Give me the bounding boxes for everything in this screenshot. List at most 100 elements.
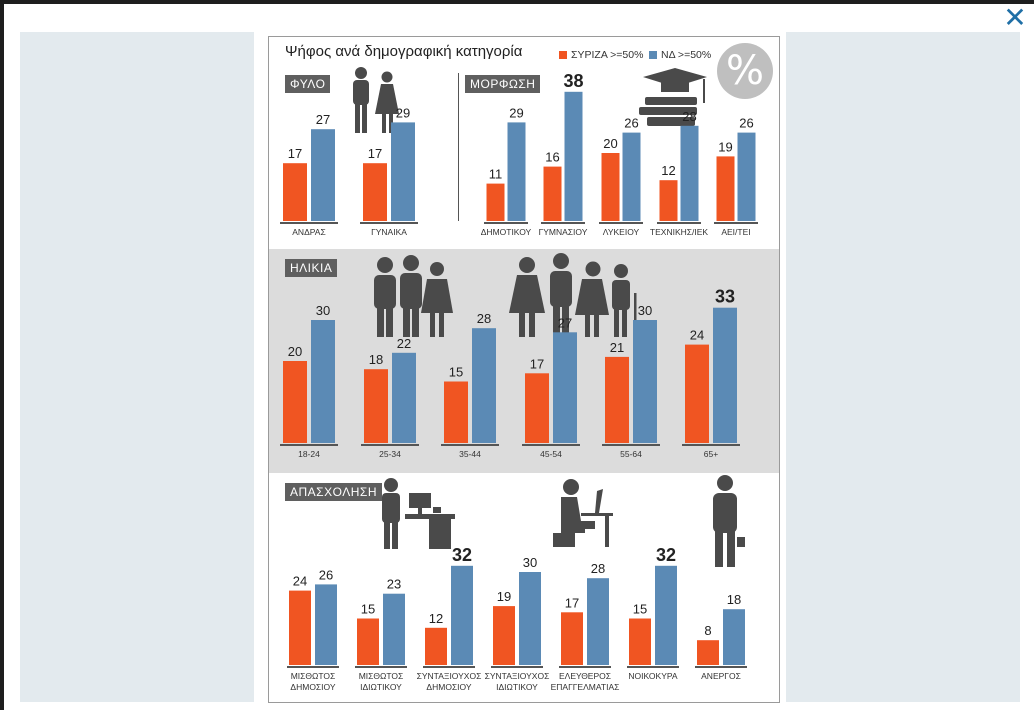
data-label-employment-1-nd: 23 bbox=[387, 577, 401, 592]
bar-age-0-syriza bbox=[283, 361, 307, 443]
bar-age-5-nd bbox=[713, 307, 737, 443]
data-label-age-3-nd: 27 bbox=[558, 315, 572, 330]
bar-education-0-syriza bbox=[486, 183, 505, 221]
legend-swatch-nd bbox=[649, 51, 657, 59]
legend-item-nd: ΝΔ >=50% bbox=[649, 49, 711, 61]
bar-employment-3-syriza bbox=[493, 606, 515, 665]
category-label-education-4: ΑΕΙ/ΤΕΙ bbox=[721, 227, 750, 237]
bar-gender-0-syriza bbox=[283, 163, 307, 221]
category-label-age-5: 65+ bbox=[704, 449, 718, 459]
data-label-education-2-nd: 26 bbox=[624, 116, 638, 131]
category-label-employment-3-line1: ΙΔΙΩΤΙΚΟΥ bbox=[496, 682, 538, 692]
bar-employment-3-nd bbox=[519, 572, 541, 665]
legend-label-nd: ΝΔ >=50% bbox=[661, 49, 712, 61]
bar-age-5-syriza bbox=[685, 344, 709, 443]
legend-item-syriza: ΣΥΡΙΖΑ >=50% bbox=[559, 49, 643, 61]
data-label-education-3-nd: 28 bbox=[682, 109, 696, 124]
data-label-age-2-nd: 28 bbox=[477, 311, 491, 326]
baseline-education-4 bbox=[714, 222, 758, 224]
bars-layer: 17 27 ΑΝΔΡΑΣ 17 29 ΓΥΝΑΙΚΑ 11 29 ΔΗΜΟΤΙΚΟΥ 16 38 ΓΥ… bbox=[280, 71, 758, 692]
baseline-employment-2 bbox=[423, 666, 475, 668]
infographic: Ψήφος ανά δημογραφική κατηγορία ΣΥΡΙΖΑ >… bbox=[268, 36, 780, 703]
bar-employment-4-nd bbox=[587, 578, 609, 665]
bar-education-2-syriza bbox=[601, 153, 620, 221]
bar-employment-1-syriza bbox=[357, 618, 379, 665]
lightbox-side-panel-right bbox=[786, 32, 1020, 702]
category-label-employment-6: ΑΝΕΡΓΟΣ bbox=[701, 671, 741, 681]
bar-gender-0-nd bbox=[311, 129, 335, 221]
category-label-age-3: 45-54 bbox=[540, 449, 562, 459]
baseline-age-2 bbox=[441, 444, 499, 446]
category-label-employment-4-line1: ΕΠΑΓΓΕΛΜΑΤΙΑΣ bbox=[551, 682, 620, 692]
category-label-age-2: 35-44 bbox=[459, 449, 481, 459]
bar-employment-4-syriza bbox=[561, 612, 583, 665]
data-label-employment-1-syriza: 15 bbox=[361, 602, 375, 617]
category-label-education-2: ΛΥΚΕΙΟΥ bbox=[603, 227, 640, 237]
baseline-employment-4 bbox=[559, 666, 611, 668]
category-label-age-1: 25-34 bbox=[379, 449, 401, 459]
data-label-employment-3-syriza: 19 bbox=[497, 589, 511, 604]
data-label-education-4-syriza: 19 bbox=[718, 139, 732, 154]
bar-employment-2-nd bbox=[451, 565, 473, 665]
section-label-gender: ΦΥΛΟ bbox=[285, 75, 331, 93]
young-people-icon bbox=[374, 255, 453, 337]
bar-age-3-syriza bbox=[525, 373, 549, 443]
lightbox-side-panel-left bbox=[20, 32, 254, 702]
data-label-gender-0-syriza: 17 bbox=[288, 146, 302, 161]
laptop-worker-icon bbox=[553, 479, 613, 547]
baseline-age-0 bbox=[280, 444, 338, 446]
baseline-age-5 bbox=[682, 444, 740, 446]
legend-swatch-syriza bbox=[559, 51, 567, 59]
older-people-icon bbox=[509, 253, 637, 337]
baseline-employment-6 bbox=[695, 666, 747, 668]
data-label-education-1-nd: 38 bbox=[563, 71, 583, 91]
bar-education-4-syriza bbox=[716, 156, 735, 221]
category-label-gender-1: ΓΥΝΑΙΚΑ bbox=[371, 227, 407, 237]
bar-gender-1-nd bbox=[391, 122, 415, 221]
bar-education-0-nd bbox=[507, 122, 526, 221]
baseline-education-1 bbox=[541, 222, 585, 224]
bar-age-3-nd bbox=[553, 332, 577, 443]
category-label-gender-0: ΑΝΔΡΑΣ bbox=[292, 227, 325, 237]
bar-age-2-nd bbox=[472, 328, 496, 443]
data-label-gender-1-syriza: 17 bbox=[368, 146, 382, 161]
bar-education-1-nd bbox=[564, 91, 583, 221]
bar-employment-0-syriza bbox=[289, 590, 311, 665]
baseline-employment-1 bbox=[355, 666, 407, 668]
data-label-education-0-syriza: 11 bbox=[489, 167, 503, 182]
baseline-gender-0 bbox=[280, 222, 338, 224]
section-label-employment: ΑΠΑΣΧΟΛΗΣΗ bbox=[285, 483, 382, 501]
close-icon[interactable]: ✕ bbox=[1003, 1, 1027, 34]
legend-label-syriza: ΣΥΡΙΖΑ >=50% bbox=[571, 49, 644, 61]
category-label-employment-0-line1: ΔΗΜΟΣΙΟΥ bbox=[290, 682, 335, 692]
baseline-gender-1 bbox=[360, 222, 418, 224]
bar-age-2-syriza bbox=[444, 381, 468, 443]
bar-employment-6-syriza bbox=[697, 640, 719, 665]
category-label-employment-3-line0: ΣΥΝΤΑΞΙΟΥΧΟΣ bbox=[485, 671, 550, 681]
lightbox: ✕ Ψήφος ανά δημογραφική κατηγορία ΣΥΡΙΖΑ… bbox=[4, 4, 1034, 710]
category-label-employment-1-line1: ΙΔΙΩΤΙΚΟΥ bbox=[360, 682, 402, 692]
baseline-education-2 bbox=[599, 222, 643, 224]
data-label-education-3-syriza: 12 bbox=[661, 163, 675, 178]
data-label-employment-4-syriza: 17 bbox=[565, 595, 579, 610]
baseline-age-3 bbox=[522, 444, 580, 446]
data-label-age-4-syriza: 21 bbox=[610, 340, 624, 355]
baseline-age-1 bbox=[361, 444, 419, 446]
data-label-age-1-nd: 22 bbox=[397, 336, 411, 351]
baseline-age-4 bbox=[602, 444, 660, 446]
data-label-employment-2-syriza: 12 bbox=[429, 611, 443, 626]
data-label-age-0-syriza: 20 bbox=[288, 344, 302, 359]
baseline-employment-5 bbox=[627, 666, 679, 668]
baseline-education-3 bbox=[657, 222, 701, 224]
data-label-employment-6-syriza: 8 bbox=[704, 623, 711, 638]
category-label-education-1: ΓΥΜΝΑΣΙΟΥ bbox=[539, 227, 588, 237]
data-label-employment-4-nd: 28 bbox=[591, 561, 605, 576]
bar-gender-1-syriza bbox=[363, 163, 387, 221]
category-label-age-0: 18-24 bbox=[298, 449, 320, 459]
data-label-age-2-syriza: 15 bbox=[449, 365, 463, 380]
data-label-employment-0-syriza: 24 bbox=[293, 574, 307, 589]
category-label-employment-1-line0: ΜΙΣΘΩΤΟΣ bbox=[359, 671, 404, 681]
data-label-employment-5-syriza: 15 bbox=[633, 602, 647, 617]
data-label-age-5-syriza: 24 bbox=[690, 328, 704, 343]
bar-age-1-nd bbox=[392, 352, 416, 443]
